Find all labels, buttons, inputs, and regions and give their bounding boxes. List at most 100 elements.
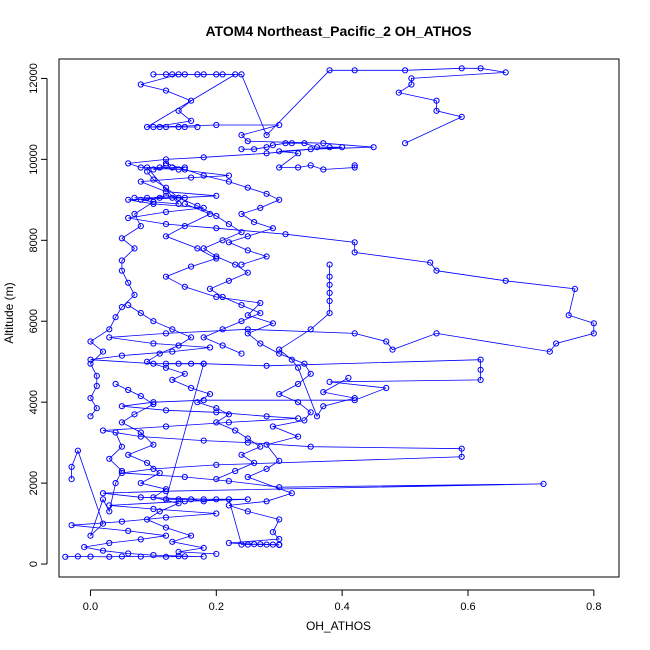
data-point xyxy=(194,71,201,78)
data-point xyxy=(162,208,170,216)
data-point xyxy=(326,273,333,280)
data-point xyxy=(219,326,226,333)
data-point xyxy=(370,144,377,151)
data-point xyxy=(269,142,276,149)
data-point xyxy=(137,494,144,501)
data-point xyxy=(295,433,302,440)
data-point xyxy=(458,113,465,121)
data-point xyxy=(213,405,220,412)
data-point xyxy=(244,233,251,240)
data-point xyxy=(137,480,144,487)
data-point xyxy=(137,223,144,230)
data-point xyxy=(433,267,440,274)
data-point xyxy=(257,340,264,347)
data-point xyxy=(162,221,170,228)
data-point xyxy=(150,360,157,367)
data-point xyxy=(244,138,251,145)
data-point xyxy=(313,144,321,151)
data-point xyxy=(131,194,138,201)
data-point xyxy=(339,144,346,151)
data-point xyxy=(112,429,119,436)
series-line-2 xyxy=(165,203,312,546)
data-point xyxy=(213,225,220,232)
data-point xyxy=(307,443,314,450)
data-point xyxy=(125,527,132,535)
data-point xyxy=(118,267,126,274)
data-point xyxy=(162,160,170,167)
data-point xyxy=(144,358,151,365)
data-point xyxy=(238,541,245,548)
data-point xyxy=(200,360,207,367)
data-point xyxy=(188,97,195,104)
data-point xyxy=(244,312,251,319)
data-point xyxy=(150,505,157,513)
data-point xyxy=(112,480,119,487)
data-point xyxy=(326,67,333,74)
data-point xyxy=(93,372,100,379)
data-point xyxy=(244,247,251,254)
data-point xyxy=(244,435,251,442)
data-point xyxy=(307,162,314,169)
data-layer xyxy=(62,65,597,560)
data-point xyxy=(295,380,302,388)
data-point xyxy=(162,496,170,503)
data-point xyxy=(251,219,258,226)
data-point xyxy=(326,297,333,305)
data-point xyxy=(553,340,560,347)
data-point xyxy=(87,338,94,345)
data-point xyxy=(383,338,390,345)
axis-layer: 0.0 0.2 0.4 0.6 0.8 0 2000 4000 6000 8000 10000 120… xyxy=(28,63,601,613)
data-point xyxy=(269,529,276,536)
data-point xyxy=(169,376,176,383)
data-point xyxy=(194,123,201,131)
data-point xyxy=(263,253,270,260)
series-line-6 xyxy=(165,163,281,265)
series-line-5 xyxy=(146,171,262,354)
data-point xyxy=(125,302,132,309)
data-point xyxy=(213,419,220,426)
data-point xyxy=(213,293,220,301)
data-point xyxy=(175,496,182,503)
x-axis-label: OH_ATHOS xyxy=(306,619,371,633)
data-point xyxy=(125,386,132,394)
data-point xyxy=(188,496,195,503)
data-point xyxy=(213,496,220,503)
data-point xyxy=(194,399,201,406)
data-point xyxy=(408,75,415,82)
data-point xyxy=(200,496,207,503)
data-point xyxy=(162,123,170,131)
data-point xyxy=(181,164,188,171)
data-point xyxy=(162,273,170,280)
data-point xyxy=(93,405,100,412)
data-point xyxy=(257,204,264,211)
data-point xyxy=(477,356,484,363)
data-point xyxy=(263,498,270,505)
data-point xyxy=(144,164,151,171)
data-point xyxy=(257,443,264,450)
data-point xyxy=(590,320,597,327)
x-tick-label: 0.8 xyxy=(586,601,601,613)
data-point xyxy=(307,326,314,333)
data-point xyxy=(395,89,402,96)
data-point xyxy=(458,65,465,72)
data-point xyxy=(175,548,182,556)
data-point xyxy=(118,518,126,525)
data-point xyxy=(125,160,132,167)
data-point xyxy=(188,174,195,181)
data-point xyxy=(251,146,258,153)
data-point xyxy=(175,200,182,207)
data-point xyxy=(219,342,226,349)
data-point xyxy=(162,524,170,531)
data-point xyxy=(213,253,220,260)
data-point xyxy=(125,196,132,203)
data-point xyxy=(307,370,314,377)
data-point xyxy=(232,427,239,434)
data-point xyxy=(150,465,157,472)
data-point xyxy=(269,541,276,548)
data-point xyxy=(150,318,157,325)
data-point xyxy=(206,285,214,292)
data-point xyxy=(87,413,94,420)
data-point xyxy=(118,235,126,242)
data-point xyxy=(433,330,440,337)
data-point xyxy=(112,314,119,321)
